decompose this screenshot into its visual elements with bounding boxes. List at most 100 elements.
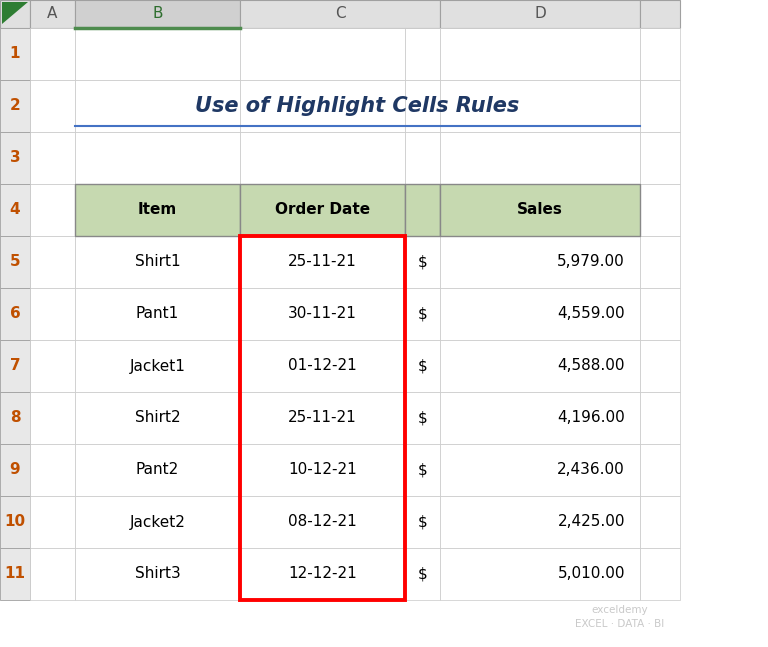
Text: $: $ xyxy=(418,567,427,582)
Bar xyxy=(640,444,680,496)
Bar xyxy=(640,0,680,28)
Text: 5,979.00: 5,979.00 xyxy=(558,254,625,270)
Bar xyxy=(75,496,240,548)
Bar xyxy=(30,496,75,548)
Bar xyxy=(405,392,440,444)
Text: Jacket2: Jacket2 xyxy=(130,514,185,529)
Bar xyxy=(30,0,75,28)
Bar xyxy=(240,132,405,184)
Text: C: C xyxy=(335,6,346,21)
Bar xyxy=(405,184,440,236)
Bar xyxy=(240,236,405,600)
Text: Item: Item xyxy=(138,203,177,217)
Text: 10: 10 xyxy=(5,514,25,529)
Text: 11: 11 xyxy=(5,567,25,582)
Text: Pant1: Pant1 xyxy=(136,307,179,322)
Text: 4,559.00: 4,559.00 xyxy=(558,307,625,322)
Bar xyxy=(0,496,30,548)
Bar xyxy=(75,288,240,340)
Bar xyxy=(405,132,440,184)
Text: Sales: Sales xyxy=(517,203,563,217)
Bar xyxy=(405,236,440,288)
Bar xyxy=(0,392,30,444)
Bar xyxy=(75,0,240,28)
Text: Shirt2: Shirt2 xyxy=(134,410,180,426)
Bar xyxy=(240,28,405,80)
Text: 08-12-21: 08-12-21 xyxy=(288,514,357,529)
Text: 5,010.00: 5,010.00 xyxy=(558,567,625,582)
Bar xyxy=(440,548,640,600)
Polygon shape xyxy=(2,2,28,24)
Text: $: $ xyxy=(418,358,427,373)
Bar xyxy=(640,184,680,236)
Text: 4,588.00: 4,588.00 xyxy=(558,358,625,373)
Bar xyxy=(640,392,680,444)
Bar xyxy=(405,80,440,132)
Text: 10-12-21: 10-12-21 xyxy=(288,463,357,477)
Bar xyxy=(75,132,240,184)
Bar xyxy=(30,340,75,392)
Bar xyxy=(75,28,240,80)
Text: 2,425.00: 2,425.00 xyxy=(558,514,625,529)
Text: 2,436.00: 2,436.00 xyxy=(558,463,625,477)
Text: 8: 8 xyxy=(10,410,20,426)
Text: 1: 1 xyxy=(10,47,20,61)
Bar xyxy=(240,548,405,600)
Bar xyxy=(240,392,405,444)
Text: D: D xyxy=(534,6,546,21)
Bar xyxy=(440,444,640,496)
Bar xyxy=(30,236,75,288)
Bar xyxy=(405,288,440,340)
Bar xyxy=(405,184,440,236)
Bar xyxy=(75,184,240,236)
Text: 30-11-21: 30-11-21 xyxy=(288,307,357,322)
Bar xyxy=(0,236,30,288)
Bar xyxy=(440,288,640,340)
Bar xyxy=(0,132,30,184)
Bar xyxy=(240,236,405,288)
Text: 2: 2 xyxy=(10,98,21,113)
Bar xyxy=(75,184,240,236)
Bar xyxy=(30,132,75,184)
Bar xyxy=(240,444,405,496)
Bar xyxy=(0,0,30,28)
Bar xyxy=(240,0,440,28)
Text: 6: 6 xyxy=(10,307,21,322)
Bar xyxy=(0,28,30,80)
Text: 3: 3 xyxy=(10,151,20,166)
Bar xyxy=(440,340,640,392)
Bar xyxy=(440,184,640,236)
Bar xyxy=(405,496,440,548)
Bar xyxy=(405,28,440,80)
Bar xyxy=(440,392,640,444)
Text: 01-12-21: 01-12-21 xyxy=(288,358,357,373)
Text: $: $ xyxy=(418,307,427,322)
Bar xyxy=(75,392,240,444)
Bar xyxy=(440,132,640,184)
Bar xyxy=(0,444,30,496)
Bar xyxy=(240,184,405,236)
Bar xyxy=(75,548,240,600)
Text: 4: 4 xyxy=(10,203,20,217)
Text: Jacket1: Jacket1 xyxy=(130,358,185,373)
Text: $: $ xyxy=(418,463,427,477)
Bar xyxy=(75,80,240,132)
Bar xyxy=(240,340,405,392)
Bar xyxy=(240,288,405,340)
Bar xyxy=(30,548,75,600)
Bar xyxy=(440,80,640,132)
Bar xyxy=(30,28,75,80)
Text: Shirt1: Shirt1 xyxy=(134,254,180,270)
Text: B: B xyxy=(152,6,163,21)
Bar xyxy=(640,548,680,600)
Bar xyxy=(640,132,680,184)
Text: $: $ xyxy=(418,410,427,426)
Bar xyxy=(405,548,440,600)
Text: 25-11-21: 25-11-21 xyxy=(288,410,357,426)
Bar xyxy=(75,340,240,392)
Text: $: $ xyxy=(418,254,427,270)
Bar xyxy=(75,444,240,496)
Text: $: $ xyxy=(418,514,427,529)
Text: 4,196.00: 4,196.00 xyxy=(558,410,625,426)
Text: 5: 5 xyxy=(10,254,20,270)
